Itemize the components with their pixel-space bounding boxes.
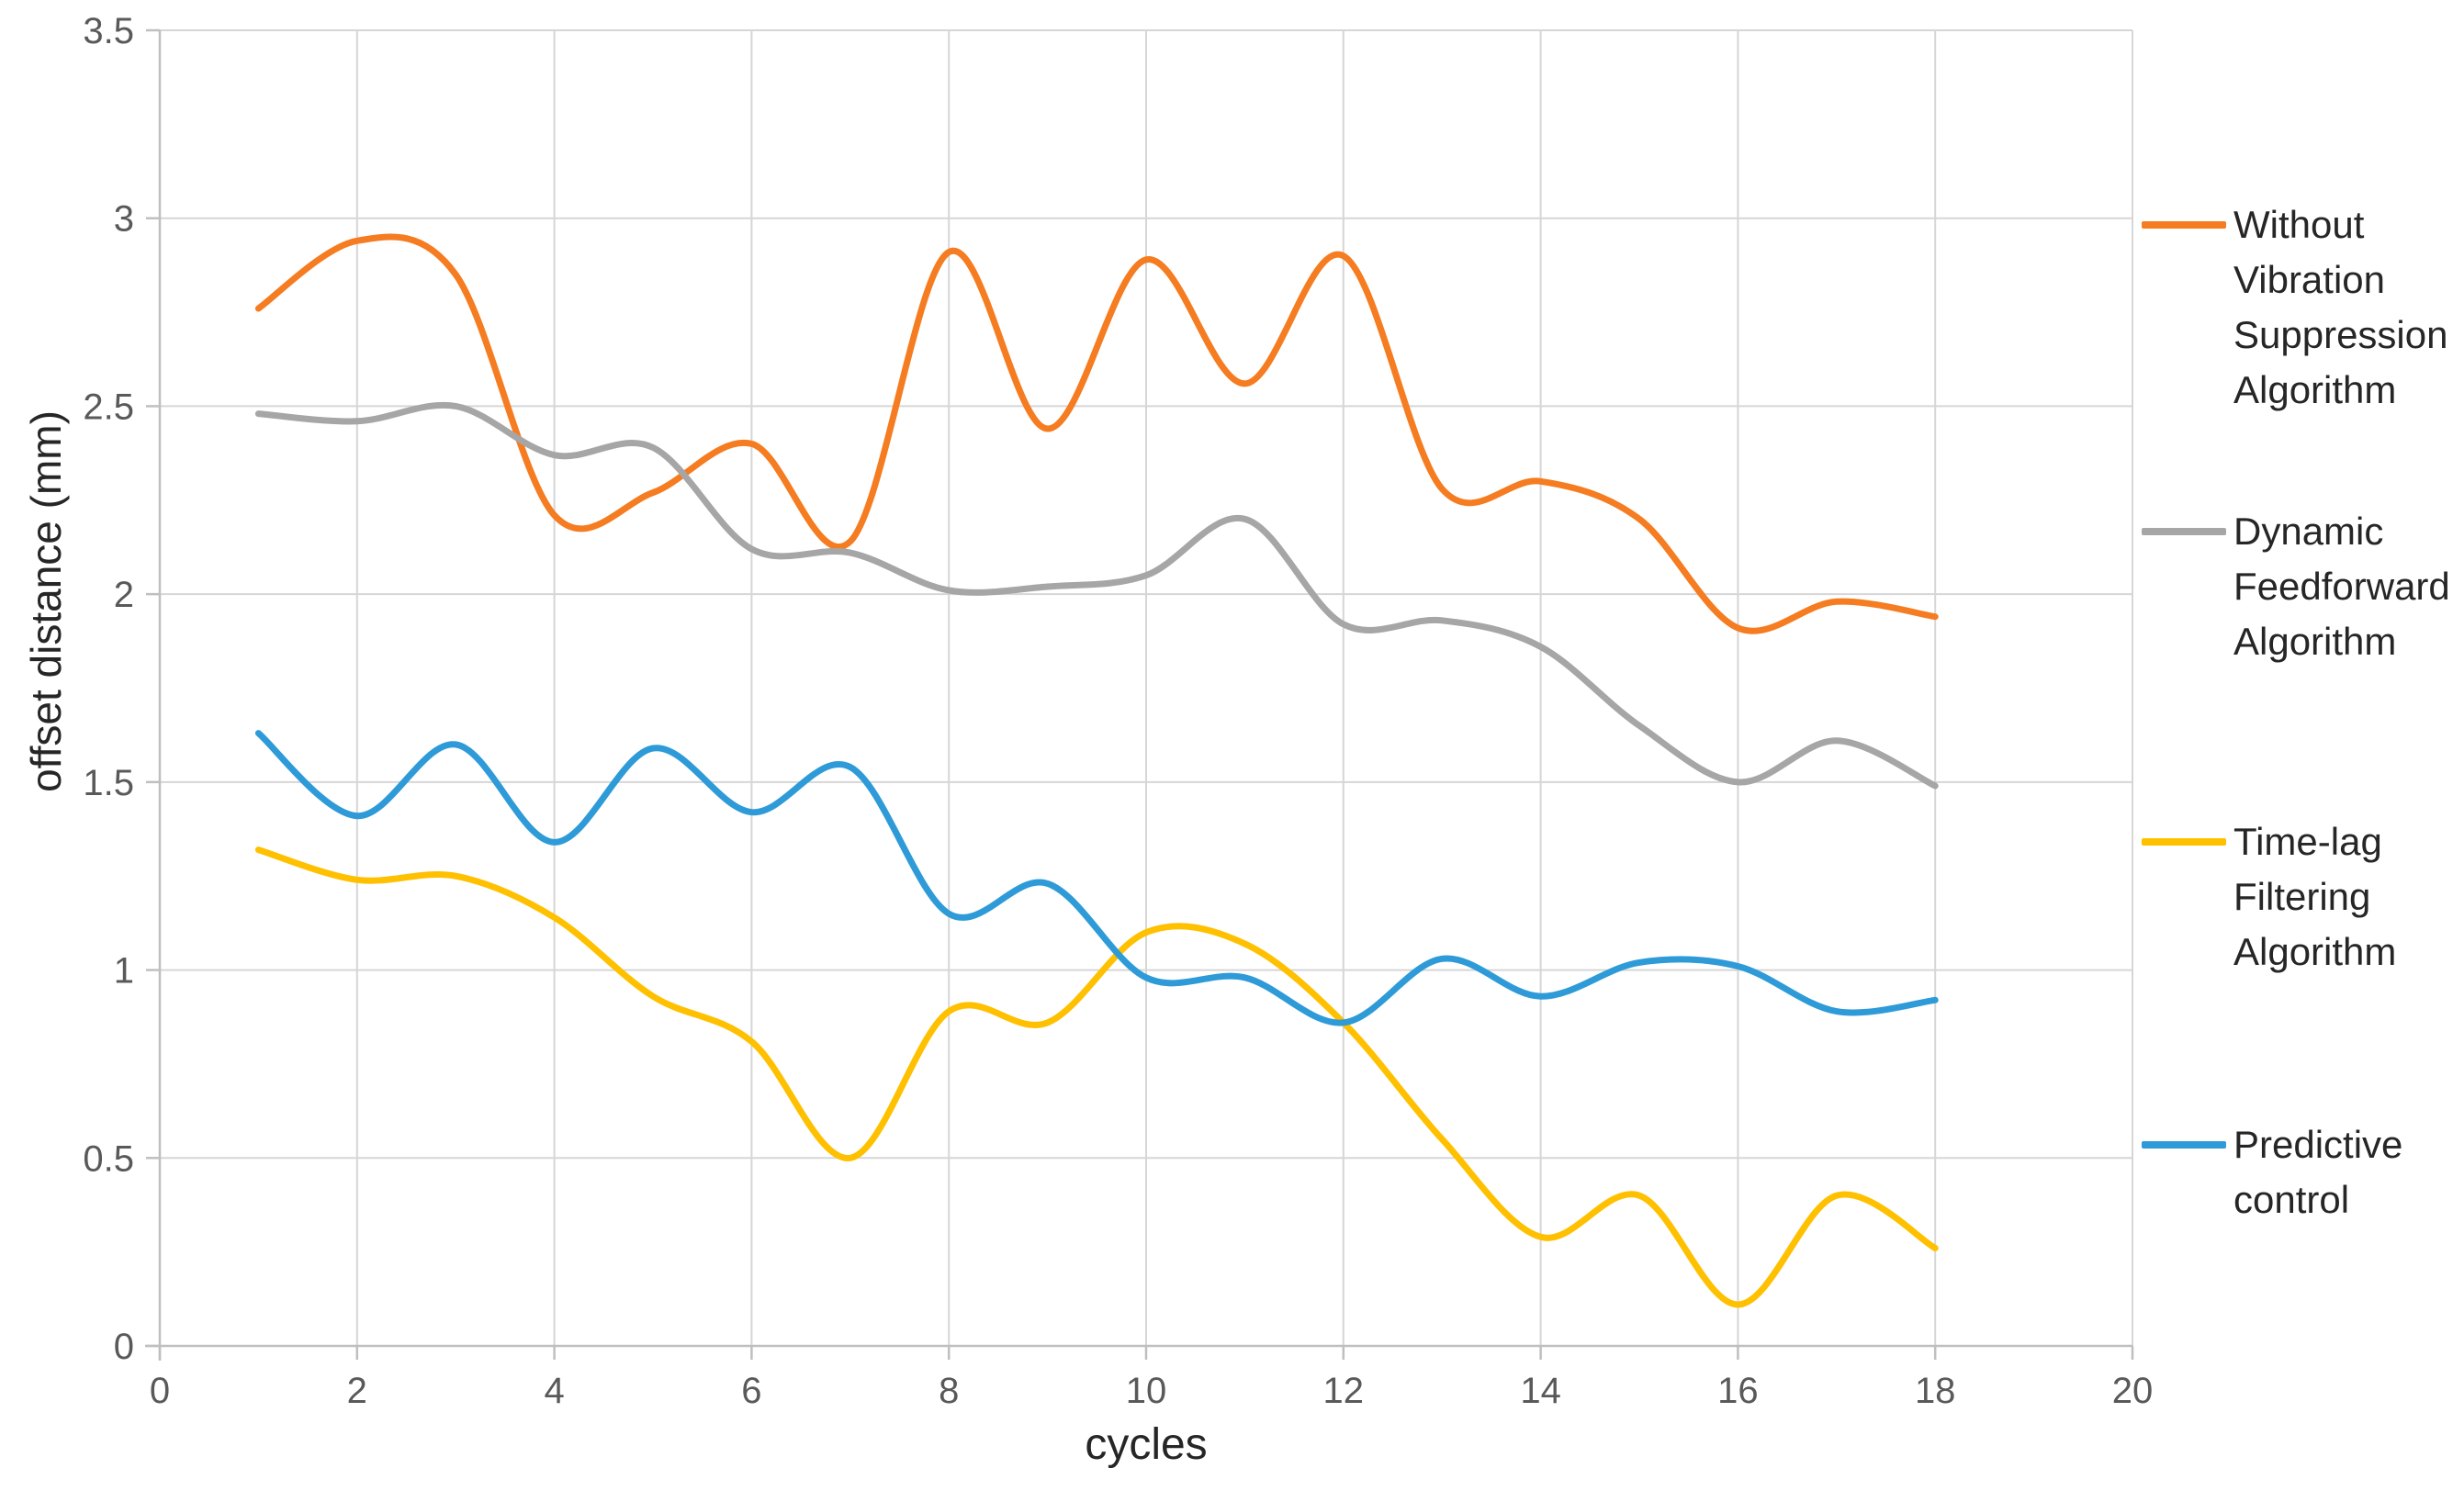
legend-label-line: Filtering [2233, 875, 2371, 918]
series-line-1 [254, 401, 1939, 790]
legend-label-line: control [2233, 1178, 2350, 1221]
legend-label-line: Algorithm [2233, 930, 2397, 973]
legend-label-line: Time-lag [2233, 820, 2382, 863]
x-tick-label-14: 14 [1520, 1371, 1561, 1411]
legend-label: Dynamic Feedforward Algorithm [2233, 504, 2450, 669]
legend-swatch-icon [2142, 838, 2226, 846]
legend-label-line: Feedforward [2233, 565, 2450, 608]
y-tick-label-0: 0 [114, 1327, 134, 1367]
legend-item-2: Time-lag Filtering Algorithm [2142, 814, 2396, 980]
legend-label-line: Predictive [2233, 1123, 2403, 1166]
x-tick-label-16: 16 [1717, 1371, 1759, 1411]
legend-label-line: Algorithm [2233, 368, 2397, 411]
legend-label-line: Suppression [2233, 313, 2448, 356]
series-line-0 [254, 233, 1939, 634]
series-line-3 [254, 730, 1939, 1026]
x-tick-label-10: 10 [1126, 1371, 1167, 1411]
legend-label-line: Without [2233, 203, 2365, 246]
y-tick-label-0.5: 0.5 [83, 1138, 134, 1179]
legend-label-line: Vibration [2233, 258, 2386, 301]
x-tick-label-6: 6 [741, 1371, 761, 1411]
legend-label: Time-lag Filtering Algorithm [2233, 814, 2396, 980]
x-tick-label-18: 18 [1915, 1371, 1956, 1411]
legend-item-0: Without Vibration Suppression Algorithm [2142, 197, 2447, 418]
y-axis-title: offset distance (mm) [22, 410, 70, 792]
x-tick-label-20: 20 [2112, 1371, 2154, 1411]
y-tick-label-2.5: 2.5 [83, 387, 134, 427]
legend-swatch-icon [2142, 528, 2226, 535]
legend-swatch-icon [2142, 221, 2226, 229]
series-line-2 [254, 846, 1939, 1308]
x-tick-label-8: 8 [939, 1371, 959, 1411]
legend-label-line: Dynamic [2233, 510, 2384, 553]
y-tick-label-3: 3 [114, 199, 134, 240]
legend-swatch-icon [2142, 1141, 2226, 1149]
y-tick-label-3.5: 3.5 [83, 11, 134, 51]
legend-label-line: Algorithm [2233, 620, 2397, 663]
legend-label: Predictive control [2233, 1117, 2402, 1227]
x-tick-label-4: 4 [544, 1371, 564, 1411]
legend: Without Vibration Suppression Algorithm Dyna… [2142, 0, 2464, 1502]
y-tick-label-1: 1 [114, 951, 134, 992]
y-tick-label-1.5: 1.5 [83, 763, 134, 803]
legend-item-3: Predictive control [2142, 1117, 2402, 1227]
y-tick-label-2: 2 [114, 575, 134, 615]
legend-item-1: Dynamic Feedforward Algorithm [2142, 504, 2450, 669]
x-tick-label-0: 0 [150, 1371, 170, 1411]
x-axis-title: cycles [1085, 1420, 1208, 1469]
x-tick-label-12: 12 [1323, 1371, 1365, 1411]
legend-label: Without Vibration Suppression Algorithm [2233, 197, 2447, 418]
x-tick-label-2: 2 [347, 1371, 367, 1411]
